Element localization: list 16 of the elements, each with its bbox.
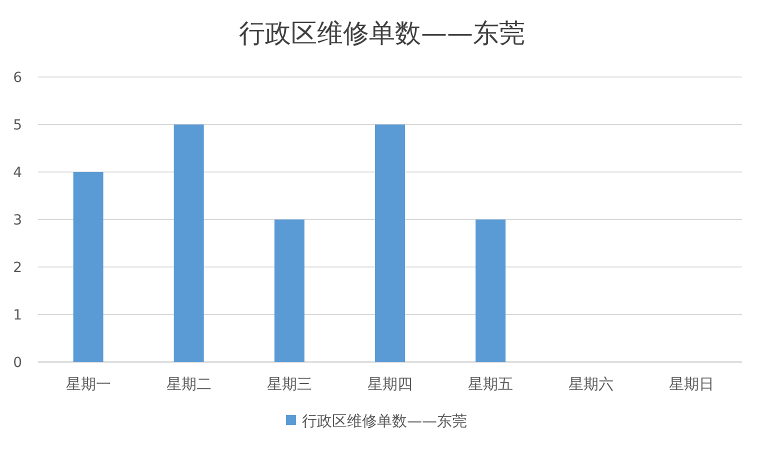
title: 行政区维修单数——东莞 xyxy=(239,19,525,49)
y-tick-label: 6 xyxy=(13,70,22,86)
x-tick-label: 星期三 xyxy=(266,375,312,393)
x-tick-label: 星期日 xyxy=(669,375,714,393)
x-tick-label: 星期六 xyxy=(568,375,614,393)
y-tick-label: 3 xyxy=(13,212,22,228)
x-tick-label: 星期一 xyxy=(66,375,111,393)
legend-label: 行政区维修单数——东莞 xyxy=(302,412,467,430)
x-tick-label: 星期四 xyxy=(368,375,412,393)
y-tick-label: 1 xyxy=(13,308,22,324)
y-tick-label: 2 xyxy=(13,260,22,276)
x-tick-label: 星期二 xyxy=(166,375,212,393)
y-tick-label: 5 xyxy=(13,118,22,134)
y-tick-label: 4 xyxy=(13,165,22,181)
y-tick-label: 0 xyxy=(13,355,22,371)
x-tick-label: 星期五 xyxy=(468,375,514,393)
